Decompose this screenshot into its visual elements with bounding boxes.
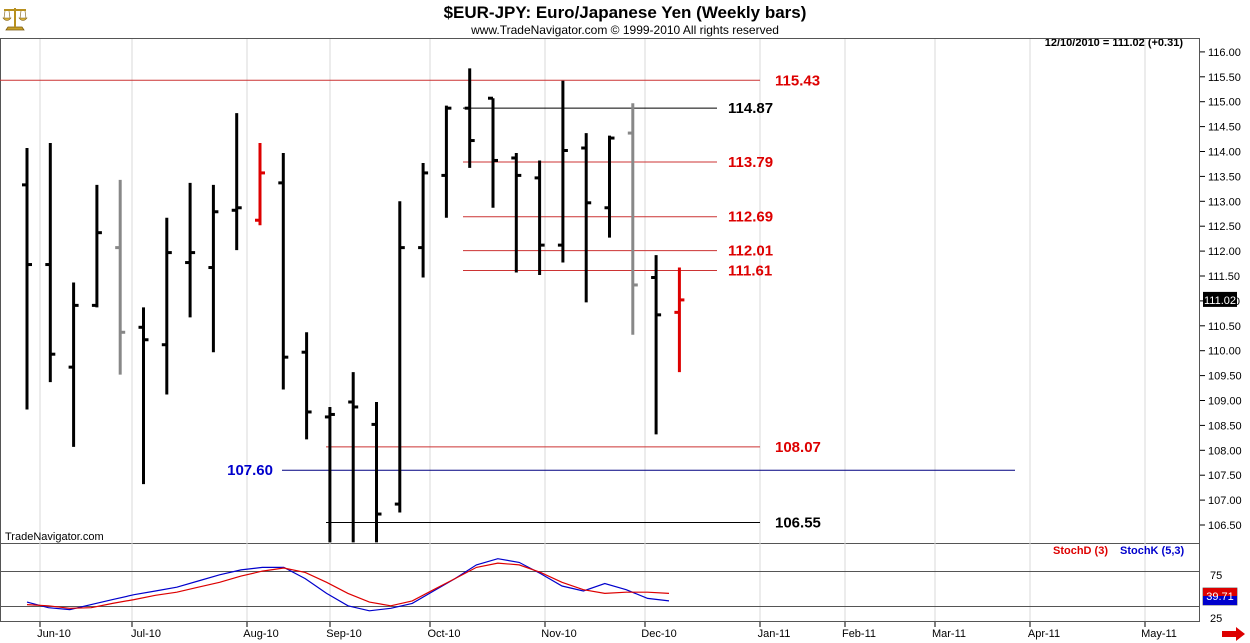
month-label: Apr-11 <box>1028 628 1060 640</box>
month-label: Jul-10 <box>131 628 161 640</box>
ohlc-bar <box>441 105 452 218</box>
price-panel-frame <box>0 38 1200 544</box>
current-price-badge: 111.02 <box>1203 291 1237 307</box>
ohlc-bar <box>324 406 335 543</box>
ohlc-bar <box>115 179 126 375</box>
level-label: 112.69 <box>728 209 773 226</box>
price-tick-label: 115.50 <box>1208 72 1241 84</box>
ohlc-bar <box>394 201 405 513</box>
watermark: TradeNavigator.com <box>5 531 104 543</box>
ohlc-bar <box>651 255 662 435</box>
stoch-value-badge-top <box>1203 588 1237 596</box>
month-label: Sep-10 <box>326 628 361 640</box>
month-label: Jun-10 <box>37 628 71 640</box>
price-tick-label: 116.00 <box>1208 47 1241 59</box>
level-label: 108.07 <box>775 439 821 456</box>
price-tick-label: 107.50 <box>1208 470 1242 482</box>
price-tick-label: 114.00 <box>1208 147 1241 159</box>
month-label: Feb-11 <box>842 628 876 640</box>
chart-title: $EUR-JPY: Euro/Japanese Yen (Weekly bars… <box>444 3 807 22</box>
ohlc-bar <box>511 152 522 273</box>
price-tick-label: 108.50 <box>1208 420 1242 432</box>
month-label: May-11 <box>1141 628 1177 640</box>
ohlc-bar <box>161 217 172 395</box>
ohlc-bars <box>22 68 685 543</box>
ohlc-bar <box>231 113 242 251</box>
ohlc-bar <box>348 372 359 543</box>
current-price-label: 111.02 <box>1204 295 1236 307</box>
level-label: 113.79 <box>728 154 773 171</box>
price-tick-label: 111.50 <box>1208 271 1240 283</box>
gridlines <box>39 39 1146 621</box>
month-label: Aug-10 <box>243 628 278 640</box>
month-label: Nov-10 <box>541 628 576 640</box>
price-tick-label: 107.00 <box>1208 495 1242 507</box>
stoch-k-line <box>26 558 670 612</box>
price-tick-label: 112.50 <box>1208 221 1241 233</box>
level-label: 114.87 <box>728 100 773 117</box>
scroll-right-arrow-icon[interactable] <box>1222 627 1245 641</box>
ohlc-bar <box>45 143 56 383</box>
ohlc-bar <box>301 332 312 440</box>
price-tick-label: 113.50 <box>1208 171 1241 183</box>
level-label: 107.60 <box>227 462 273 479</box>
price-tick-label: 108.00 <box>1208 445 1242 457</box>
price-tick-label: 106.50 <box>1208 520 1242 532</box>
ohlc-bar <box>418 162 429 278</box>
stoch-tick-75: 75 <box>1210 570 1222 582</box>
ohlc-bar <box>674 267 685 373</box>
price-tick-label: 113.00 <box>1208 196 1241 208</box>
level-label: 115.43 <box>775 72 820 89</box>
brass-scale-logo-icon <box>2 8 28 31</box>
copyright-text: www.TradeNavigator.com © 1999-2010 All r… <box>470 23 779 37</box>
price-tick-label: 115.00 <box>1208 97 1241 109</box>
ohlc-bar <box>91 184 102 308</box>
month-label: Jan-11 <box>758 628 791 640</box>
ohlc-bar <box>138 307 149 485</box>
ohlc-bar <box>488 96 498 208</box>
price-tick-label: 114.50 <box>1208 122 1241 134</box>
level-label: 111.61 <box>728 263 772 280</box>
stoch-value-badge-bottom <box>1203 596 1237 605</box>
stoch-value-label: 39.71 <box>1206 591 1234 603</box>
stoch-d-line <box>26 562 670 609</box>
ohlc-bar <box>278 152 289 390</box>
ohlc-bar <box>208 184 219 353</box>
stoch-k-legend: StochK (5,3) <box>1120 545 1185 557</box>
price-axis: 106.50 107.00 107.50 108.00 108.50 109.00 109.… <box>1200 47 1242 532</box>
price-tick-label: 110.00 <box>1208 346 1241 358</box>
last-quote: 12/10/2010 = 111.02 (+0.31) <box>1045 37 1184 49</box>
price-tick-label: 110.50 <box>1208 321 1241 333</box>
ohlc-bar <box>22 148 32 410</box>
time-axis: Jun-10 Jul-10 Aug-10 Sep-10 Oct-10 Nov-10 Dec-… <box>37 622 1177 640</box>
ohlc-bar <box>627 103 638 335</box>
ohlc-bar <box>581 133 592 303</box>
ohlc-bar <box>185 182 196 318</box>
level-label: 112.01 <box>728 243 773 260</box>
ohlc-bar <box>534 160 545 276</box>
ohlc-bar <box>464 68 475 168</box>
ohlc-bar <box>371 401 382 543</box>
level-label: 106.55 <box>775 515 821 532</box>
ohlc-bar <box>68 282 79 447</box>
month-label: Mar-11 <box>932 628 966 640</box>
ohlc-bar <box>557 80 568 263</box>
price-tick-label: 112.00 <box>1208 246 1241 258</box>
stoch-d-legend: StochD (3) <box>1053 545 1108 557</box>
ohlc-bar <box>255 143 265 226</box>
stoch-tick-25: 25 <box>1210 613 1222 625</box>
ohlc-bar <box>604 135 615 238</box>
price-tick-label: 109.00 <box>1208 396 1242 408</box>
month-label: Oct-10 <box>427 628 460 640</box>
month-label: Dec-10 <box>641 628 676 640</box>
stoch-panel-frame <box>0 543 1200 622</box>
price-tick-label: 109.50 <box>1208 371 1242 383</box>
